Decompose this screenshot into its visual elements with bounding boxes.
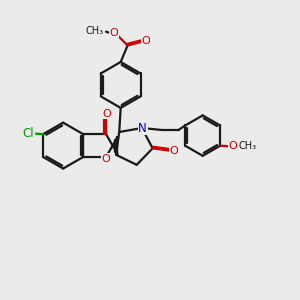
Text: O: O	[142, 36, 151, 46]
Text: O: O	[228, 141, 237, 151]
Text: O: O	[102, 154, 110, 164]
Text: N: N	[138, 122, 147, 134]
Text: O: O	[102, 109, 111, 118]
Text: Cl: Cl	[22, 127, 34, 140]
Text: O: O	[110, 28, 118, 38]
Text: O: O	[169, 146, 178, 156]
Text: CH₃: CH₃	[238, 141, 256, 151]
Text: CH₃: CH₃	[85, 26, 103, 36]
